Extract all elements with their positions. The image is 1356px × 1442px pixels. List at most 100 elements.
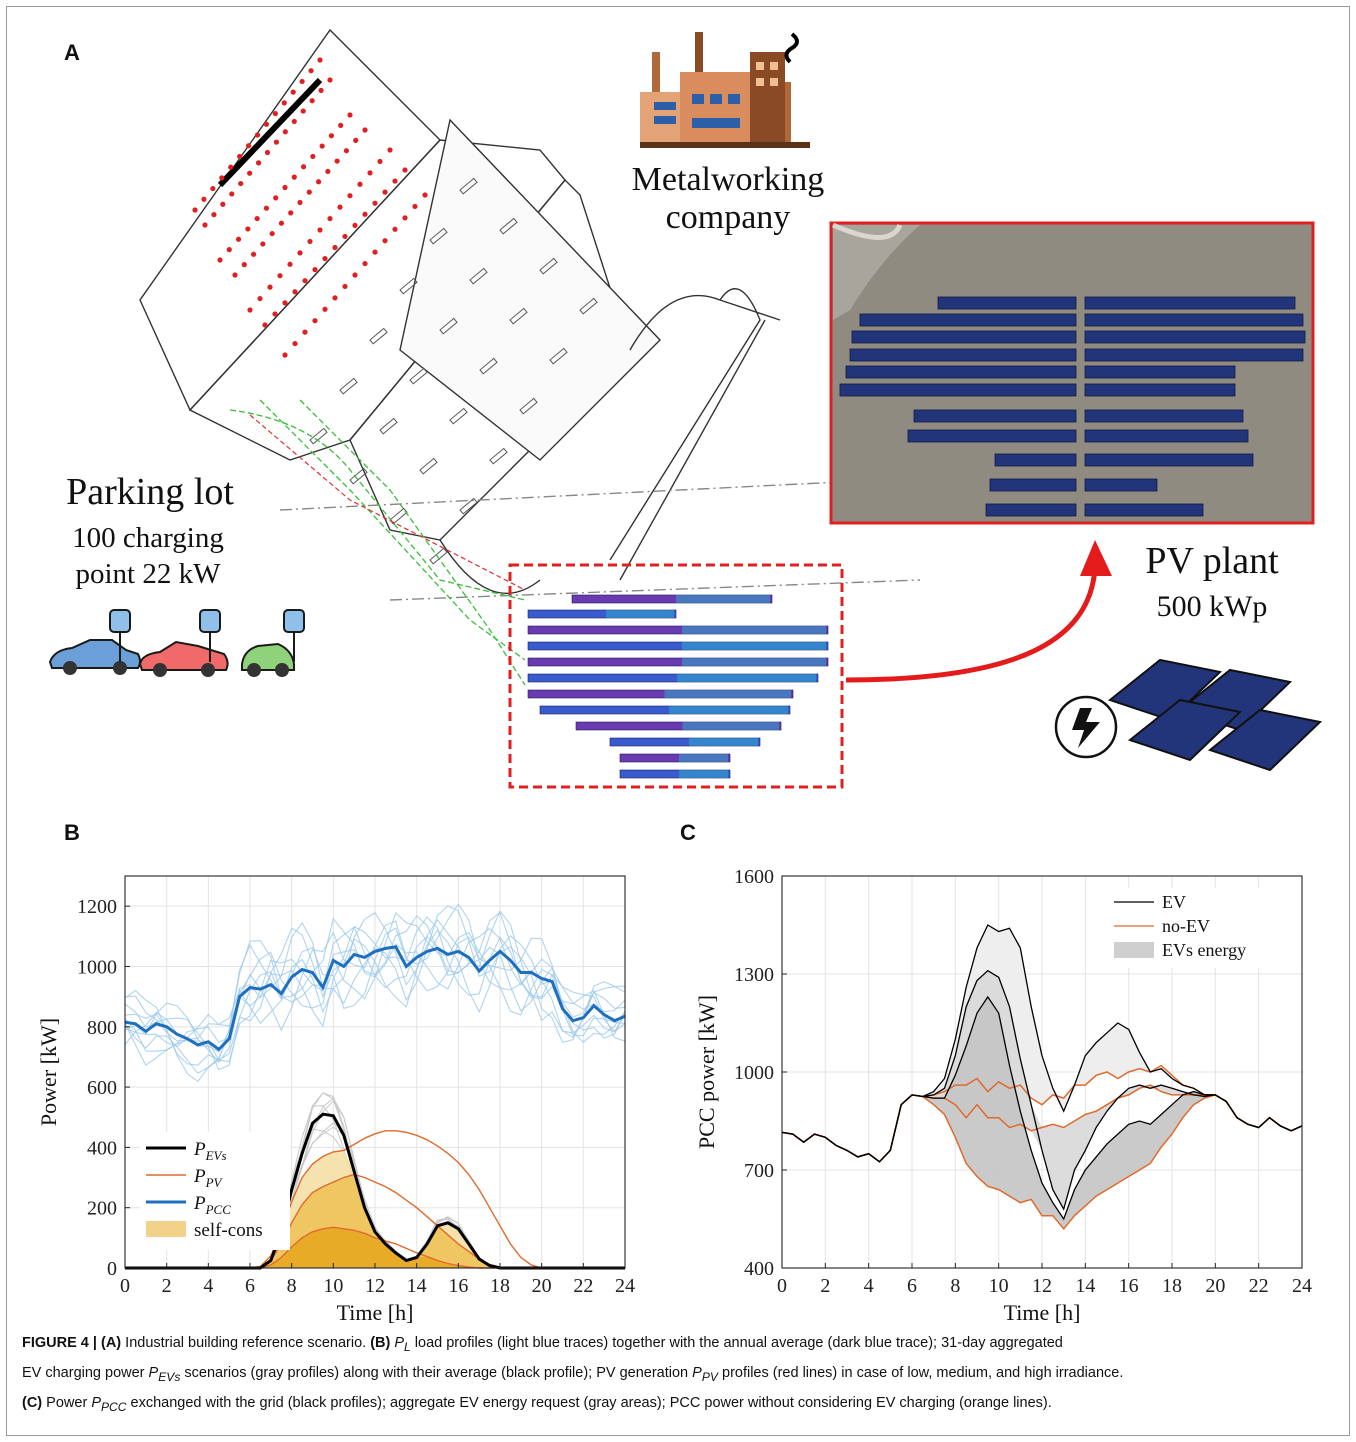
- building-window: [439, 317, 458, 335]
- y-tick-label: 1300: [734, 964, 774, 986]
- y-tick-label: 400: [744, 1258, 774, 1280]
- x-tick-label: 22: [1249, 1275, 1269, 1297]
- y-tick-label: 600: [87, 1077, 117, 1099]
- parking-dot: [282, 184, 288, 191]
- caption-b-text: load profiles (light blue traces) togeth…: [414, 1335, 1063, 1351]
- parking-dot: [347, 193, 353, 199]
- y-axis-label: PCC power [kW]: [694, 995, 719, 1149]
- parking-dot: [337, 204, 343, 210]
- parking-dot: [362, 260, 368, 267]
- pv-row: [619, 769, 731, 779]
- parking-dot: [202, 222, 208, 228]
- parking-dot: [226, 247, 232, 253]
- y-tick-label: 1000: [734, 1062, 774, 1084]
- parking-dot: [367, 170, 373, 176]
- parking-dot: [292, 289, 298, 295]
- parking-dot: [250, 251, 257, 257]
- parking-dot: [287, 261, 293, 267]
- parking-dot: [402, 215, 408, 221]
- pv-row: [575, 721, 782, 731]
- car-icon: [241, 642, 295, 677]
- parking-dot: [322, 255, 328, 262]
- y-tick-label: 400: [87, 1137, 117, 1159]
- parking-dot: [377, 158, 383, 165]
- caption-b-line2c: profiles (red lines) in case of low, med…: [722, 1364, 1124, 1381]
- parking-sub2: point 22 kW: [76, 558, 222, 590]
- parking-dot: [362, 211, 368, 217]
- parking-dot: [322, 306, 328, 312]
- car-icon: [138, 640, 229, 677]
- cable-routes: [229, 399, 526, 686]
- pl-trace: [124, 920, 626, 1064]
- parking-dot: [352, 222, 358, 228]
- parking-dot: [291, 118, 297, 125]
- parking-dot: [211, 212, 217, 218]
- pv-photo-row: [859, 313, 1077, 327]
- pv-row-accent: [606, 610, 674, 618]
- parking-dot: [254, 215, 260, 222]
- parking-dot: [264, 149, 271, 156]
- figure-frame: [6, 6, 1350, 1436]
- pv-layout-rows: [527, 594, 829, 779]
- building-window: [409, 367, 428, 385]
- x-tick-label: 8: [950, 1275, 960, 1297]
- legend-label: PPCC: [193, 1193, 231, 1217]
- x-tick-label: 4: [864, 1275, 874, 1297]
- parking-dot: [332, 295, 338, 301]
- building-window: [419, 457, 438, 475]
- building-window: [369, 327, 388, 345]
- factory-title-line2: company: [666, 199, 791, 236]
- caption-c-text2: exchanged with the grid (black profiles)…: [130, 1394, 1052, 1411]
- parking-dot: [318, 87, 324, 93]
- pv-photo-row: [1084, 348, 1304, 362]
- y-tick-label: 1200: [77, 896, 117, 918]
- caption-line-1: FIGURE 4 | (A) Industrial building refer…: [22, 1330, 1332, 1360]
- parking-dot: [308, 68, 314, 74]
- x-tick-label: 20: [1205, 1275, 1225, 1297]
- pv-photo-row: [913, 409, 1077, 423]
- parking-dot: [422, 192, 428, 198]
- parking-dot: [342, 283, 348, 290]
- caption-pl: P: [394, 1335, 405, 1351]
- parking-dot: [328, 133, 335, 139]
- parking-dot: [307, 238, 313, 245]
- x-tick-label: 6: [245, 1275, 255, 1297]
- pv-photo-panels: [839, 296, 1306, 517]
- parking-dot: [402, 167, 408, 173]
- caption-fig-label: FIGURE 4 |: [22, 1335, 97, 1351]
- charger-icon: [109, 609, 131, 662]
- pv-photo-row: [1084, 296, 1296, 310]
- parking-dot: [262, 322, 268, 328]
- parking-dot: [372, 249, 378, 255]
- building-window: [539, 257, 558, 275]
- parking-dot: [232, 272, 238, 278]
- caption-b-tag: (B): [370, 1335, 391, 1351]
- parking-dot: [267, 284, 273, 290]
- x-tick-label: 6: [907, 1275, 917, 1297]
- pv-photo-row: [839, 383, 1077, 397]
- y-tick-label: 1600: [734, 866, 774, 888]
- parking-dot: [269, 230, 275, 237]
- parking-dot: [220, 201, 226, 207]
- pv-row: [527, 625, 829, 635]
- caption-pev: P: [148, 1364, 159, 1381]
- caption-line-2: EV charging power PEVs scenarios (gray p…: [22, 1360, 1332, 1390]
- x-tick-label: 22: [573, 1275, 593, 1297]
- parking-dot: [338, 122, 344, 128]
- pv-row-accent: [679, 770, 728, 778]
- pv-row-accent: [682, 658, 826, 666]
- caption-ppcc-sub: PCC: [100, 1399, 127, 1414]
- pv-arrow: [845, 567, 1098, 683]
- parking-dot: [412, 203, 418, 210]
- parking-dot: [247, 170, 253, 176]
- parking-dot: [272, 110, 278, 117]
- parking-dot: [334, 158, 340, 164]
- building-window: [549, 347, 568, 365]
- parking-dot: [290, 89, 296, 95]
- x-tick-label: 16: [448, 1275, 468, 1297]
- pv-photo-row: [1084, 409, 1244, 423]
- pv-row-accent: [669, 706, 788, 714]
- pl-trace: [124, 916, 626, 1048]
- x-tick-label: 12: [1032, 1275, 1052, 1297]
- legend-label: self-cons: [194, 1220, 263, 1241]
